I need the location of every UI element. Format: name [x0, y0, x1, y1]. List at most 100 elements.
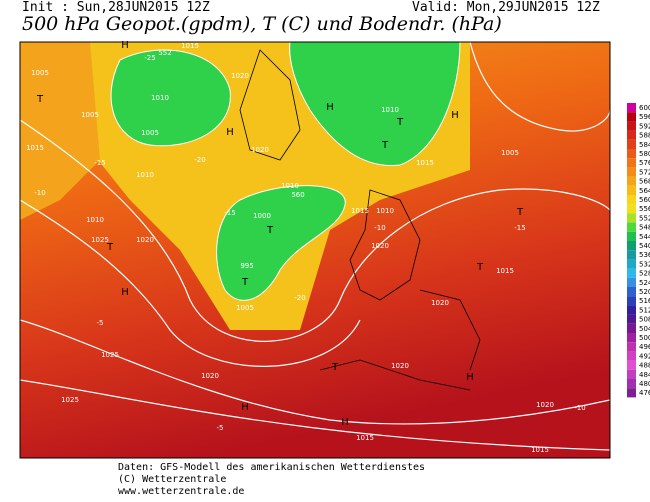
contour-label: 1020	[251, 146, 269, 154]
contour-label: 1020	[431, 299, 449, 307]
footer-line: (C) Wetterzentrale	[118, 474, 227, 485]
colorbar-swatch	[627, 351, 636, 361]
colorbar-label: 500	[639, 334, 650, 342]
contour-label: 1010	[86, 216, 104, 224]
colorbar-swatch	[627, 241, 636, 251]
pressure-center: T	[106, 242, 114, 253]
contour-label: 1005	[501, 149, 519, 157]
pressure-center: H	[341, 417, 349, 428]
colorbar-swatch	[627, 130, 636, 140]
colorbar-label: 488	[639, 362, 650, 370]
colorbar-label: 540	[639, 242, 650, 250]
map-labels: 1005 1005 1010 1005 1015 1020 1010 1010 1015 1020…	[26, 40, 586, 454]
contour-label: 1005	[31, 69, 49, 77]
colorbar-label: 560	[639, 196, 650, 204]
colorbar-swatch	[627, 360, 636, 370]
contour-label: 1010	[151, 94, 169, 102]
contour-label: 995	[240, 262, 253, 270]
pressure-center: T	[36, 94, 44, 105]
colorbar-swatch	[627, 342, 636, 352]
colorbar-label: 576	[639, 159, 650, 167]
colorbar-label: 492	[639, 352, 650, 360]
pressure-center: T	[516, 207, 524, 218]
colorbar-swatch	[627, 121, 636, 131]
colorbar-swatch	[627, 222, 636, 232]
contour-label: 1020	[201, 372, 219, 380]
colorbar-swatch	[627, 204, 636, 214]
pressure-center: T	[331, 362, 339, 373]
pressure-center: T	[381, 140, 389, 151]
contour-label: 1020	[536, 401, 554, 409]
pressure-center: H	[121, 40, 129, 51]
colorbar-label: 568	[639, 178, 650, 186]
colorbar-label: 496	[639, 343, 650, 351]
contour-label: 1020	[136, 236, 154, 244]
colorbar-label: 536	[639, 251, 650, 259]
contour-label: 1015	[496, 267, 514, 275]
colorbar-label: 556	[639, 205, 650, 213]
colorbar-swatch	[627, 112, 636, 122]
colorbar-label: 552	[639, 214, 650, 222]
map-title: 500 hPa Geopot.(gpdm), T (C) und Bodendr…	[22, 13, 502, 35]
colorbar-label: 504	[639, 325, 650, 333]
contour-label: 1020	[371, 242, 389, 250]
colorbar-label: 508	[639, 316, 650, 324]
contour-label: -20	[294, 294, 305, 302]
contour-label: 1005	[141, 129, 159, 137]
colorbar-label: 572	[639, 168, 650, 176]
contour-label: 1005	[81, 111, 99, 119]
pressure-center: T	[396, 117, 404, 128]
contour-label: 1015	[416, 159, 434, 167]
colorbar-label: 564	[639, 187, 650, 195]
valid-time: Valid: Mon,29JUN2015 12Z	[412, 0, 600, 15]
pressure-center: T	[241, 277, 249, 288]
colorbar-label: 580	[639, 150, 650, 158]
contour-label: 1025	[101, 351, 119, 359]
colorbar-label: 484	[639, 371, 650, 379]
colorbar-label: 532	[639, 260, 650, 268]
colorbar-label: 520	[639, 288, 650, 296]
colorbar-label: 544	[639, 233, 650, 241]
contour-label: 560	[291, 191, 304, 199]
contour-label: 1010	[381, 106, 399, 114]
contour-label: -15	[224, 209, 235, 217]
colorbar: 600596592 588584580576572 568564560556552 5…	[627, 103, 650, 398]
init-time: Init : Sun,28JUN2015 12Z	[22, 0, 210, 15]
colorbar-swatch	[627, 250, 636, 260]
contour-label: -25	[144, 54, 155, 62]
contour-label: -5	[217, 424, 224, 432]
contour-label: 1015	[356, 434, 374, 442]
colorbar-label: 600	[639, 104, 650, 112]
colorbar-swatch	[627, 139, 636, 149]
pressure-center: H	[451, 110, 459, 121]
colorbar-swatch	[627, 323, 636, 333]
colorbar-label: 512	[639, 306, 650, 314]
contour-label: 1015	[26, 144, 44, 152]
contour-label: 1010	[376, 207, 394, 215]
colorbar-swatch	[627, 314, 636, 324]
contour-label: 1020	[391, 362, 409, 370]
colorbar-swatch	[627, 388, 636, 398]
contour-label: 552	[158, 49, 171, 57]
colorbar-label: 584	[639, 141, 650, 149]
colorbar-label: 480	[639, 380, 650, 388]
colorbar-swatch	[627, 268, 636, 278]
colorbar-swatch	[627, 185, 636, 195]
contour-label: -15	[514, 224, 525, 232]
pressure-center: H	[326, 102, 334, 113]
colorbar-swatch	[627, 296, 636, 306]
colorbar-swatch	[627, 287, 636, 297]
contour-label: -5	[97, 319, 104, 327]
contour-label: 1025	[61, 396, 79, 404]
pressure-center: H	[226, 127, 234, 138]
colorbar-swatch	[627, 158, 636, 168]
colorbar-label: 516	[639, 297, 650, 305]
contour-label: -15	[94, 159, 105, 167]
contour-label: -10	[374, 224, 385, 232]
contour-label: 1015	[181, 42, 199, 50]
colorbar-swatch	[627, 149, 636, 159]
contour-label: -20	[194, 156, 205, 164]
contour-label: 1015	[531, 446, 549, 454]
colorbar-swatch	[627, 195, 636, 205]
